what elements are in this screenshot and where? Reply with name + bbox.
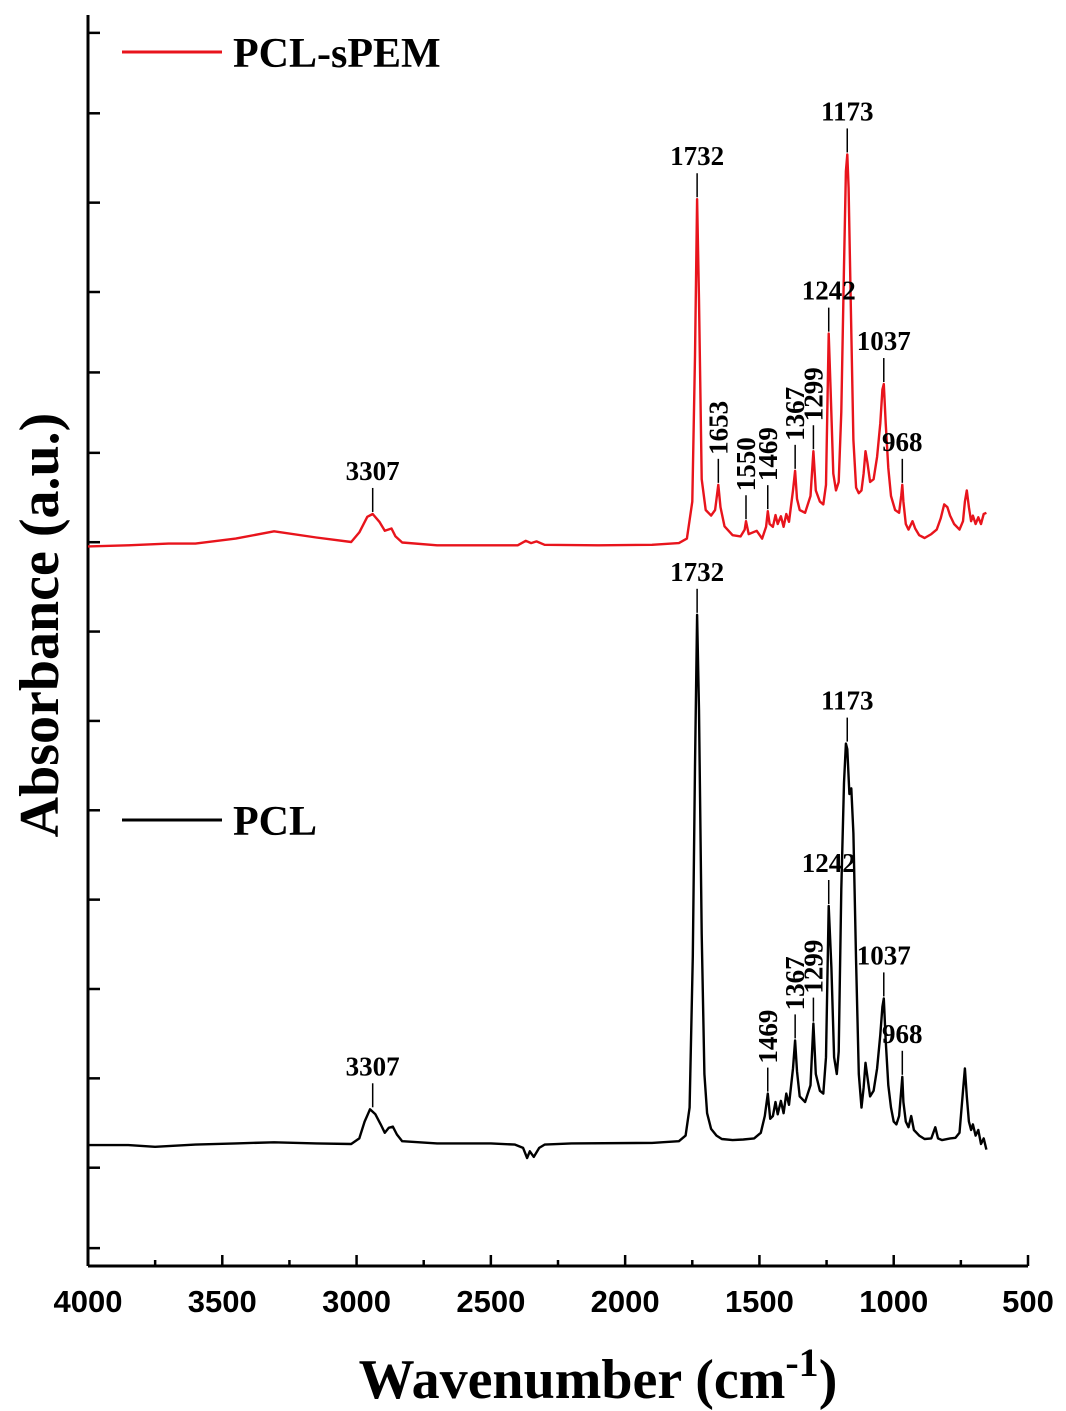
- x-tick-label-3500: 3500: [188, 1284, 257, 1319]
- peak-label-pcl-3307: 3307: [346, 1051, 400, 1081]
- series-layer: [87, 153, 988, 1160]
- peak-label-pcl-spem-1037: 1037: [857, 326, 911, 356]
- peak-annotations: 3307173211731242103796816531550146913671…: [346, 96, 923, 1108]
- series-line-pcl: [88, 613, 988, 1160]
- peak-label-pcl-1242: 1242: [802, 848, 856, 878]
- peak-label-pcl-968: 968: [882, 1019, 923, 1049]
- legend-label-pcl-spem: PCL-sPEM: [233, 31, 441, 77]
- legend-label-pcl: PCL: [233, 799, 317, 845]
- peak-label-pcl-spem-1242: 1242: [802, 276, 856, 306]
- peak-label-pcl-spem-3307: 3307: [346, 456, 400, 486]
- y-axis-title: Absorbance (a.u.): [9, 413, 71, 838]
- x-axis-title-close: ): [819, 1349, 838, 1411]
- axes: 4000 3500 3000 2500 2000 1500 1000 500: [54, 15, 1054, 1319]
- x-tick-label-4000: 4000: [54, 1284, 123, 1319]
- peak-label-pcl-1469: 1469: [753, 1010, 783, 1064]
- peak-label-pcl-spem-1653: 1653: [703, 401, 733, 455]
- peak-label-pcl-spem-1732: 1732: [670, 141, 724, 171]
- peak-label-pcl-spem-1469: 1469: [753, 427, 783, 481]
- peak-label-pcl-1732: 1732: [670, 557, 724, 587]
- x-tick-label-1000: 1000: [859, 1284, 928, 1319]
- x-tick-label-2000: 2000: [591, 1284, 660, 1319]
- peak-label-pcl-spem-968: 968: [882, 427, 923, 457]
- x-axis-title-sup: -1: [785, 1340, 818, 1385]
- x-tick-label-500: 500: [1002, 1284, 1054, 1319]
- peak-label-pcl-spem-1173: 1173: [821, 96, 874, 126]
- x-tick-label-3000: 3000: [322, 1284, 391, 1319]
- x-axis-title-main: Wavenumber (cm: [359, 1349, 786, 1411]
- peak-label-pcl-1173: 1173: [821, 686, 874, 716]
- peak-label-pcl-1299: 1299: [798, 940, 828, 994]
- peak-label-pcl-1367: 1367: [780, 956, 810, 1010]
- peak-label-pcl-spem-1550: 1550: [731, 437, 761, 491]
- x-tick-label-1500: 1500: [725, 1284, 794, 1319]
- peak-label-pcl-1037: 1037: [857, 940, 911, 970]
- peak-label-pcl-spem-1367: 1367: [780, 387, 810, 441]
- peak-label-pcl-spem-1299: 1299: [798, 367, 828, 421]
- legend: PCL-sPEM PCL: [122, 31, 441, 845]
- x-axis-title: Wavenumber (cm-1): [359, 1340, 838, 1411]
- x-tick-label-2500: 2500: [456, 1284, 525, 1319]
- series-line-pcl-spem: [87, 153, 987, 548]
